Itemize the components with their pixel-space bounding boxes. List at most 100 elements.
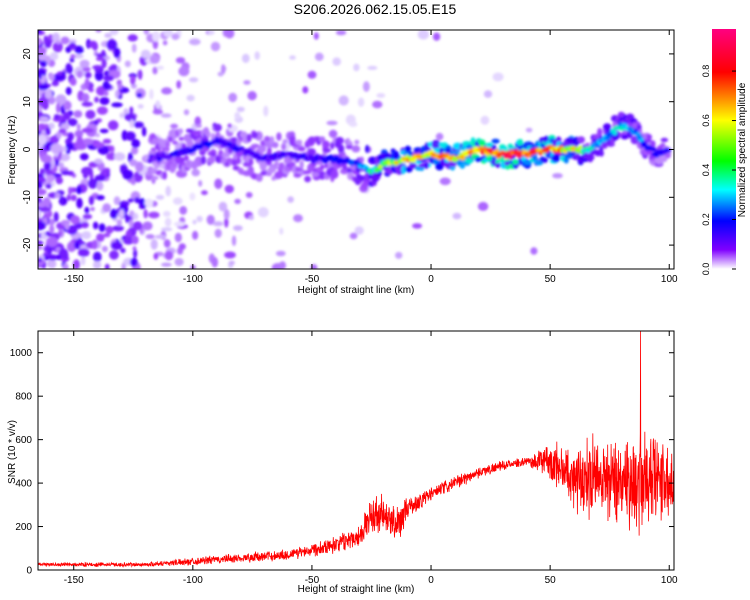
band-blob bbox=[650, 140, 656, 148]
band-blob bbox=[563, 156, 569, 164]
noise-blob bbox=[338, 95, 349, 106]
noise-blob bbox=[39, 168, 45, 176]
spectrogram-x-label: Height of straight line (km) bbox=[298, 285, 415, 296]
snr-x-axis: -150 -100 -50 0 50 100 bbox=[64, 331, 678, 586]
band-blob bbox=[195, 123, 202, 128]
noise-blob bbox=[191, 168, 200, 177]
snr-x-tick-label: -150 bbox=[64, 575, 84, 586]
band-blob bbox=[486, 155, 493, 161]
band-blob bbox=[264, 136, 271, 142]
noise-blob bbox=[48, 122, 55, 130]
band-blob bbox=[507, 143, 514, 148]
noise-blob bbox=[214, 178, 223, 190]
noise-blob bbox=[192, 219, 197, 225]
band-blob bbox=[365, 144, 370, 154]
noise-blob bbox=[96, 181, 104, 191]
band-blob bbox=[274, 161, 279, 166]
noise-blob bbox=[138, 198, 146, 206]
spectrogram-x-axis: -150 -100 -50 0 50 100 bbox=[64, 30, 678, 285]
noise-blob bbox=[233, 225, 243, 232]
ridge-blob bbox=[612, 130, 618, 136]
noise-blob bbox=[115, 89, 120, 99]
noise-blob bbox=[76, 186, 82, 195]
band-blob bbox=[260, 170, 268, 176]
noise-blob bbox=[214, 228, 222, 238]
ridge-blob bbox=[665, 148, 672, 153]
noise-blob bbox=[55, 176, 63, 185]
noise-blob bbox=[257, 207, 269, 218]
band-blob bbox=[404, 145, 411, 153]
band-blob bbox=[307, 148, 317, 156]
noise-blob bbox=[81, 101, 94, 107]
ridge-blob bbox=[459, 154, 466, 161]
noise-blob bbox=[55, 131, 62, 139]
noise-blob bbox=[44, 89, 53, 99]
noise-blob bbox=[67, 225, 78, 235]
noise-blob bbox=[87, 178, 98, 189]
band-blob bbox=[322, 140, 330, 149]
noise-blob bbox=[84, 78, 90, 89]
snr-panel: -150 -100 -50 0 50 100 0 200 400 600 800 1000 Heig… bbox=[7, 330, 678, 595]
noise-blob bbox=[263, 105, 269, 117]
noise-blob bbox=[171, 33, 180, 40]
noise-blob bbox=[104, 33, 112, 38]
band-blob bbox=[495, 163, 502, 168]
noise-blob bbox=[84, 206, 90, 214]
noise-blob bbox=[99, 128, 109, 134]
noise-blob bbox=[88, 195, 95, 206]
band-blob bbox=[359, 156, 364, 163]
noise-blob bbox=[211, 257, 219, 268]
noise-blob bbox=[248, 215, 254, 221]
noise-blob bbox=[102, 81, 110, 90]
noise-blob bbox=[152, 31, 160, 42]
noise-blob bbox=[40, 206, 51, 213]
colorbar-tick-label: 0.6 bbox=[701, 114, 711, 127]
noise-blob bbox=[69, 39, 77, 44]
noise-blob bbox=[174, 258, 184, 266]
spectrogram-y-label: Frequency (Hz) bbox=[7, 116, 18, 185]
noise-blob bbox=[198, 180, 203, 187]
colorbar-gradient bbox=[712, 29, 736, 269]
noise-blob bbox=[175, 57, 186, 64]
noise-blob bbox=[492, 72, 504, 82]
noise-blob bbox=[206, 214, 215, 225]
snr-series-line bbox=[38, 331, 674, 568]
band-blob bbox=[237, 167, 244, 173]
band-blob bbox=[304, 175, 311, 183]
colorbar-tick-label: 0.8 bbox=[701, 65, 711, 78]
noise-blob bbox=[76, 197, 83, 209]
chart-title: S206.2026.062.15.05.E15 bbox=[294, 1, 457, 17]
noise-blob bbox=[38, 240, 44, 246]
noise-blob bbox=[201, 190, 208, 196]
noise-blob bbox=[76, 70, 83, 79]
band-blob bbox=[504, 161, 510, 166]
band-blob bbox=[351, 145, 361, 153]
band-blob bbox=[330, 141, 335, 150]
noise-blob bbox=[287, 196, 294, 203]
snr-x-tick-label: 50 bbox=[545, 575, 557, 586]
noise-blob bbox=[164, 217, 172, 227]
noise-blob bbox=[45, 183, 52, 189]
noise-blob bbox=[101, 245, 108, 253]
noise-blob bbox=[154, 234, 167, 239]
noise-blob bbox=[43, 161, 52, 171]
noise-blob bbox=[353, 63, 360, 72]
noise-blob bbox=[307, 70, 317, 79]
noise-blob bbox=[234, 111, 241, 120]
noise-blob bbox=[82, 214, 93, 220]
noise-blob bbox=[76, 123, 81, 131]
band-blob bbox=[320, 164, 325, 171]
noise-blob bbox=[432, 32, 441, 41]
band-blob bbox=[540, 157, 548, 163]
noise-blob bbox=[104, 263, 110, 269]
noise-blob bbox=[101, 58, 107, 69]
noise-blob bbox=[61, 170, 70, 176]
noise-blob bbox=[84, 71, 92, 79]
noise-blob bbox=[113, 152, 126, 161]
noise-blob bbox=[50, 143, 63, 154]
noise-blob bbox=[224, 251, 236, 259]
noise-blob bbox=[120, 247, 126, 254]
noise-blob bbox=[128, 219, 134, 228]
snr-x-tick-label: -100 bbox=[183, 575, 203, 586]
noise-blob bbox=[127, 34, 138, 42]
